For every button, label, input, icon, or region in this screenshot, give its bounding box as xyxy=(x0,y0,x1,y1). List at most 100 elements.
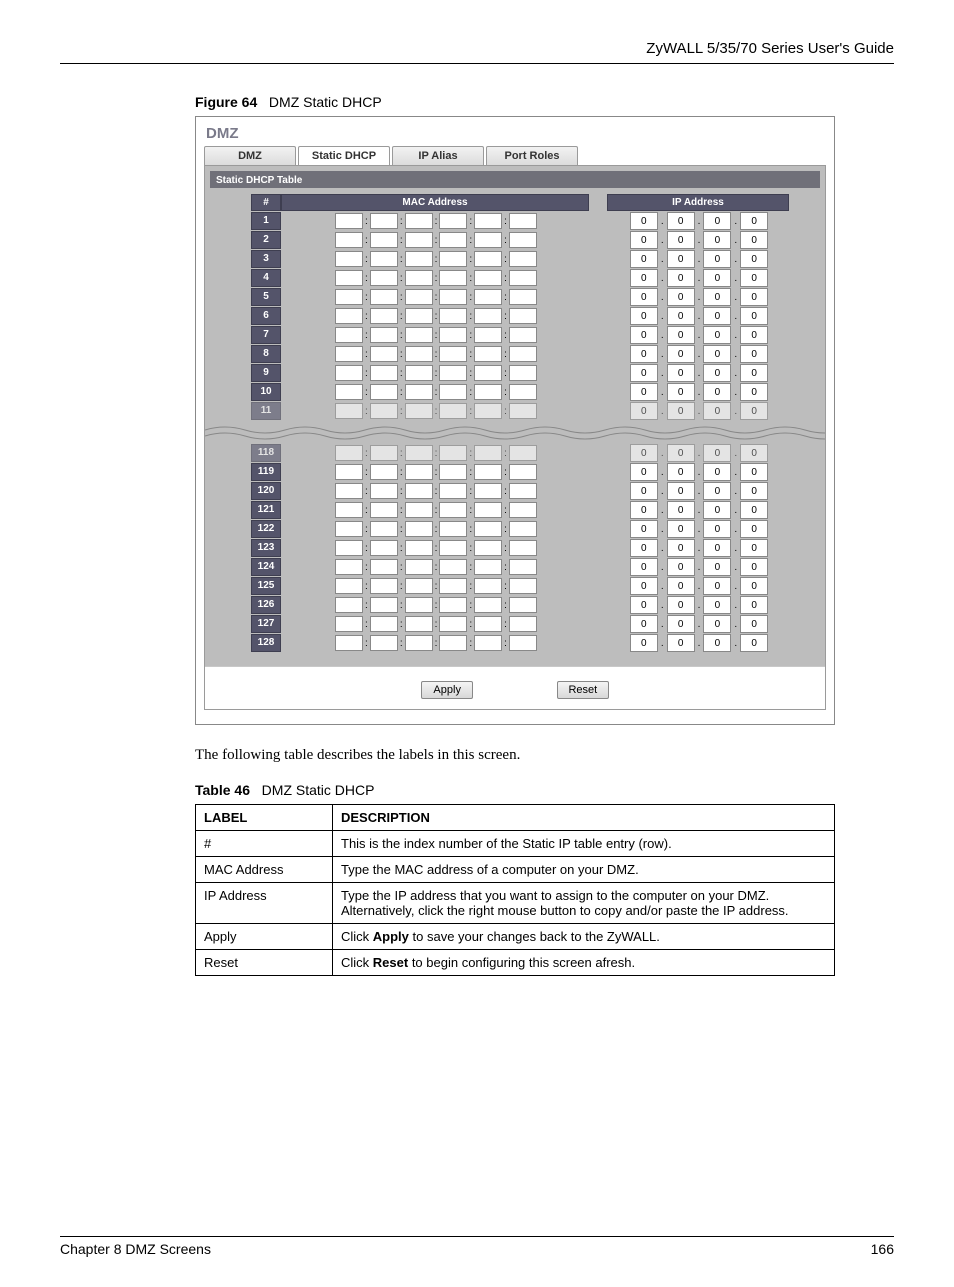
mac-octet-input[interactable] xyxy=(335,464,363,480)
mac-octet-input[interactable] xyxy=(405,445,433,461)
ip-octet-input[interactable] xyxy=(667,231,695,249)
ip-octet-input[interactable] xyxy=(667,558,695,576)
mac-octet-input[interactable] xyxy=(474,308,502,324)
ip-octet-input[interactable] xyxy=(630,520,658,538)
mac-octet-input[interactable] xyxy=(405,346,433,362)
ip-octet-input[interactable] xyxy=(703,269,731,287)
mac-octet-input[interactable] xyxy=(474,635,502,651)
ip-octet-input[interactable] xyxy=(630,383,658,401)
ip-octet-input[interactable] xyxy=(740,634,768,652)
ip-octet-input[interactable] xyxy=(740,463,768,481)
mac-octet-input[interactable] xyxy=(439,616,467,632)
ip-octet-input[interactable] xyxy=(703,501,731,519)
mac-octet-input[interactable] xyxy=(509,289,537,305)
ip-octet-input[interactable] xyxy=(667,634,695,652)
mac-octet-input[interactable] xyxy=(509,232,537,248)
mac-octet-input[interactable] xyxy=(439,251,467,267)
ip-octet-input[interactable] xyxy=(630,577,658,595)
ip-octet-input[interactable] xyxy=(703,326,731,344)
mac-octet-input[interactable] xyxy=(405,597,433,613)
ip-octet-input[interactable] xyxy=(740,402,768,420)
ip-octet-input[interactable] xyxy=(667,444,695,462)
mac-octet-input[interactable] xyxy=(335,365,363,381)
ip-octet-input[interactable] xyxy=(630,444,658,462)
mac-octet-input[interactable] xyxy=(370,365,398,381)
mac-octet-input[interactable] xyxy=(335,327,363,343)
mac-octet-input[interactable] xyxy=(335,270,363,286)
ip-octet-input[interactable] xyxy=(703,288,731,306)
mac-octet-input[interactable] xyxy=(370,635,398,651)
mac-octet-input[interactable] xyxy=(439,521,467,537)
ip-octet-input[interactable] xyxy=(703,231,731,249)
mac-octet-input[interactable] xyxy=(370,213,398,229)
mac-octet-input[interactable] xyxy=(370,403,398,419)
mac-octet-input[interactable] xyxy=(335,483,363,499)
ip-octet-input[interactable] xyxy=(740,345,768,363)
ip-octet-input[interactable] xyxy=(703,212,731,230)
ip-octet-input[interactable] xyxy=(667,288,695,306)
mac-octet-input[interactable] xyxy=(439,635,467,651)
ip-octet-input[interactable] xyxy=(667,463,695,481)
mac-octet-input[interactable] xyxy=(509,464,537,480)
mac-octet-input[interactable] xyxy=(474,559,502,575)
ip-octet-input[interactable] xyxy=(667,250,695,268)
mac-octet-input[interactable] xyxy=(439,213,467,229)
mac-octet-input[interactable] xyxy=(474,464,502,480)
mac-octet-input[interactable] xyxy=(405,559,433,575)
mac-octet-input[interactable] xyxy=(439,540,467,556)
mac-octet-input[interactable] xyxy=(335,289,363,305)
mac-octet-input[interactable] xyxy=(335,559,363,575)
mac-octet-input[interactable] xyxy=(509,327,537,343)
mac-octet-input[interactable] xyxy=(405,540,433,556)
ip-octet-input[interactable] xyxy=(667,402,695,420)
mac-octet-input[interactable] xyxy=(439,365,467,381)
mac-octet-input[interactable] xyxy=(370,270,398,286)
mac-octet-input[interactable] xyxy=(439,597,467,613)
mac-octet-input[interactable] xyxy=(370,384,398,400)
ip-octet-input[interactable] xyxy=(740,288,768,306)
ip-octet-input[interactable] xyxy=(630,212,658,230)
mac-octet-input[interactable] xyxy=(405,578,433,594)
mac-octet-input[interactable] xyxy=(509,384,537,400)
mac-octet-input[interactable] xyxy=(405,483,433,499)
mac-octet-input[interactable] xyxy=(405,308,433,324)
mac-octet-input[interactable] xyxy=(439,483,467,499)
mac-octet-input[interactable] xyxy=(474,597,502,613)
mac-octet-input[interactable] xyxy=(474,616,502,632)
ip-octet-input[interactable] xyxy=(740,307,768,325)
mac-octet-input[interactable] xyxy=(474,365,502,381)
mac-octet-input[interactable] xyxy=(370,483,398,499)
ip-octet-input[interactable] xyxy=(630,364,658,382)
mac-octet-input[interactable] xyxy=(439,464,467,480)
ip-octet-input[interactable] xyxy=(740,482,768,500)
ip-octet-input[interactable] xyxy=(740,364,768,382)
mac-octet-input[interactable] xyxy=(509,445,537,461)
mac-octet-input[interactable] xyxy=(405,502,433,518)
mac-octet-input[interactable] xyxy=(509,403,537,419)
mac-octet-input[interactable] xyxy=(335,384,363,400)
mac-octet-input[interactable] xyxy=(405,635,433,651)
mac-octet-input[interactable] xyxy=(474,289,502,305)
mac-octet-input[interactable] xyxy=(439,578,467,594)
mac-octet-input[interactable] xyxy=(439,346,467,362)
ip-octet-input[interactable] xyxy=(667,501,695,519)
ip-octet-input[interactable] xyxy=(740,269,768,287)
mac-octet-input[interactable] xyxy=(335,540,363,556)
ip-octet-input[interactable] xyxy=(630,345,658,363)
mac-octet-input[interactable] xyxy=(439,308,467,324)
mac-octet-input[interactable] xyxy=(439,327,467,343)
mac-octet-input[interactable] xyxy=(405,384,433,400)
mac-octet-input[interactable] xyxy=(335,251,363,267)
mac-octet-input[interactable] xyxy=(509,483,537,499)
mac-octet-input[interactable] xyxy=(509,597,537,613)
mac-octet-input[interactable] xyxy=(335,445,363,461)
ip-octet-input[interactable] xyxy=(703,539,731,557)
mac-octet-input[interactable] xyxy=(509,616,537,632)
mac-octet-input[interactable] xyxy=(474,540,502,556)
ip-octet-input[interactable] xyxy=(667,307,695,325)
ip-octet-input[interactable] xyxy=(630,288,658,306)
mac-octet-input[interactable] xyxy=(370,251,398,267)
ip-octet-input[interactable] xyxy=(740,212,768,230)
mac-octet-input[interactable] xyxy=(335,232,363,248)
mac-octet-input[interactable] xyxy=(370,521,398,537)
